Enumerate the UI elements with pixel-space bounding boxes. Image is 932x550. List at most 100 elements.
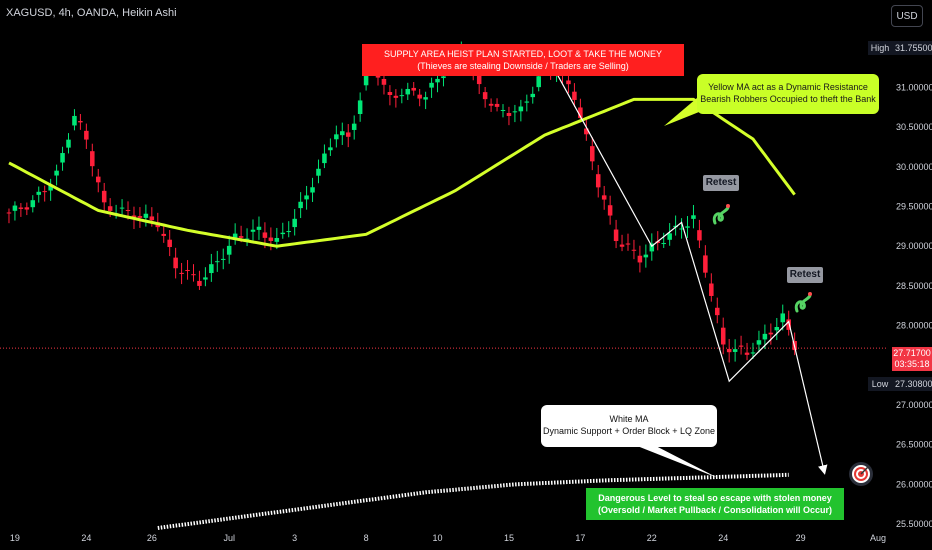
candle-body <box>709 283 714 296</box>
y-tick-label: 31.00000 <box>896 82 932 92</box>
symbol-title[interactable]: XAGUSD, 4h, OANDA, Heikin Ashi <box>6 7 177 19</box>
yellow-note-line2: Bearish Robbers Occupied to theft the Ba… <box>700 94 876 104</box>
y-tick-label: 28.50000 <box>896 281 932 291</box>
candle-body <box>524 101 530 103</box>
candle-body <box>179 272 184 274</box>
candle-body <box>36 191 41 195</box>
candle-body <box>482 92 488 100</box>
candle-body <box>72 115 77 126</box>
x-tick-label: 19 <box>10 533 20 543</box>
projection-path <box>544 51 828 475</box>
candle-body <box>18 207 24 209</box>
candle-body <box>95 176 101 183</box>
candle-body <box>250 229 256 232</box>
candle-body <box>762 333 768 340</box>
y-tick-label: 30.00000 <box>896 162 932 172</box>
candle-body <box>774 327 780 331</box>
candle-body <box>24 207 30 210</box>
retest-label-1[interactable]: Retest <box>703 175 739 191</box>
supply-note-sub: (Thieves are stealing Downside / Traders… <box>417 61 629 71</box>
candle-body <box>90 151 95 167</box>
candle-body <box>209 264 214 274</box>
low-value: 27.30800 <box>892 377 932 391</box>
candle-body <box>405 88 411 95</box>
x-tick-label: 24 <box>718 533 728 543</box>
price-axis[interactable]: 25.5000026.0000026.5000027.0000027.50000… <box>896 43 932 529</box>
candle-body <box>197 280 202 286</box>
white-ma-line <box>157 472 789 530</box>
candle-body <box>786 319 791 330</box>
candle-body <box>590 146 595 162</box>
snake-icon <box>712 204 730 225</box>
white-ma-note[interactable]: White MA Dynamic Support + Order Block +… <box>541 405 717 447</box>
candle-body <box>60 153 65 163</box>
candle-body <box>494 103 500 107</box>
danger-level-note[interactable]: Dangerous Level to steal so escape with … <box>586 488 844 520</box>
candle-body <box>435 78 440 83</box>
candle-body <box>667 233 672 240</box>
last-price-badge: 27.71700 03:35:18 <box>892 347 932 371</box>
candle-body <box>125 210 131 212</box>
x-tick-label: 29 <box>796 533 806 543</box>
candle-body <box>262 232 268 238</box>
candle-body <box>185 270 190 272</box>
candle-body <box>512 111 518 113</box>
candle-body <box>54 170 59 176</box>
x-tick-label: Jul <box>223 533 235 543</box>
yellow-note-line1: Yellow MA act as a Dynamic Resistance <box>708 82 868 92</box>
candle-body <box>292 218 297 228</box>
candle-body <box>167 239 172 248</box>
candle-body <box>340 131 345 136</box>
candle-body <box>584 128 589 135</box>
last-price-value: 27.71700 <box>893 348 931 358</box>
candle-body <box>578 107 583 118</box>
candle-body <box>310 187 315 193</box>
retest-label-2[interactable]: Retest <box>787 267 823 283</box>
y-tick-label: 26.00000 <box>896 479 932 489</box>
candle-body <box>411 87 416 91</box>
white-note-pointer <box>632 444 718 478</box>
high-label: High <box>868 41 892 55</box>
candle-body <box>726 348 732 353</box>
candle-body <box>703 255 708 273</box>
candle-body <box>566 80 571 85</box>
candle-body <box>334 134 339 140</box>
candle-body <box>756 340 762 345</box>
candle-body <box>780 313 786 323</box>
candle-body <box>274 237 280 242</box>
candle-body <box>607 205 613 216</box>
candle-body <box>143 213 149 218</box>
yellow-ma-note[interactable]: Yellow MA act as a Dynamic Resistance Be… <box>697 74 879 114</box>
candle-body <box>107 206 113 211</box>
candle-body <box>619 244 625 247</box>
candle-body <box>649 243 655 252</box>
candle-body <box>191 274 196 276</box>
supply-area-note[interactable]: SUPPLY AREA HEIST PLAN STARTED, LOOT & T… <box>362 44 684 76</box>
candle-body <box>429 82 434 88</box>
y-tick-label: 29.00000 <box>896 241 932 251</box>
candles <box>6 41 797 363</box>
x-tick-label: 10 <box>433 533 443 543</box>
candle-body <box>351 123 357 130</box>
candle-body <box>66 139 71 148</box>
projection-line <box>544 51 828 475</box>
candle-body <box>268 237 274 241</box>
candle-body <box>643 254 649 258</box>
candle-body <box>345 132 351 137</box>
supply-note-title: SUPPLY AREA HEIST PLAN STARTED, LOOT & T… <box>383 49 663 59</box>
candle-body <box>322 153 327 164</box>
currency-button[interactable]: USD <box>891 5 923 27</box>
low-price-tag: Low 27.30800 <box>868 377 932 391</box>
y-tick-label: 25.50000 <box>896 519 932 529</box>
candle-body <box>304 195 309 200</box>
target-icon <box>849 462 873 486</box>
candle-body <box>387 92 393 95</box>
candle-body <box>679 228 684 230</box>
candle-body <box>536 76 541 88</box>
candle-body <box>423 97 428 100</box>
x-tick-label: 15 <box>504 533 514 543</box>
candle-body <box>506 112 512 116</box>
candle-body <box>256 226 262 230</box>
time-axis[interactable]: 19 24 26 Jul 3 8 10 15 17 22 24 29 Aug <box>10 533 886 543</box>
x-tick-label: 8 <box>364 533 369 543</box>
